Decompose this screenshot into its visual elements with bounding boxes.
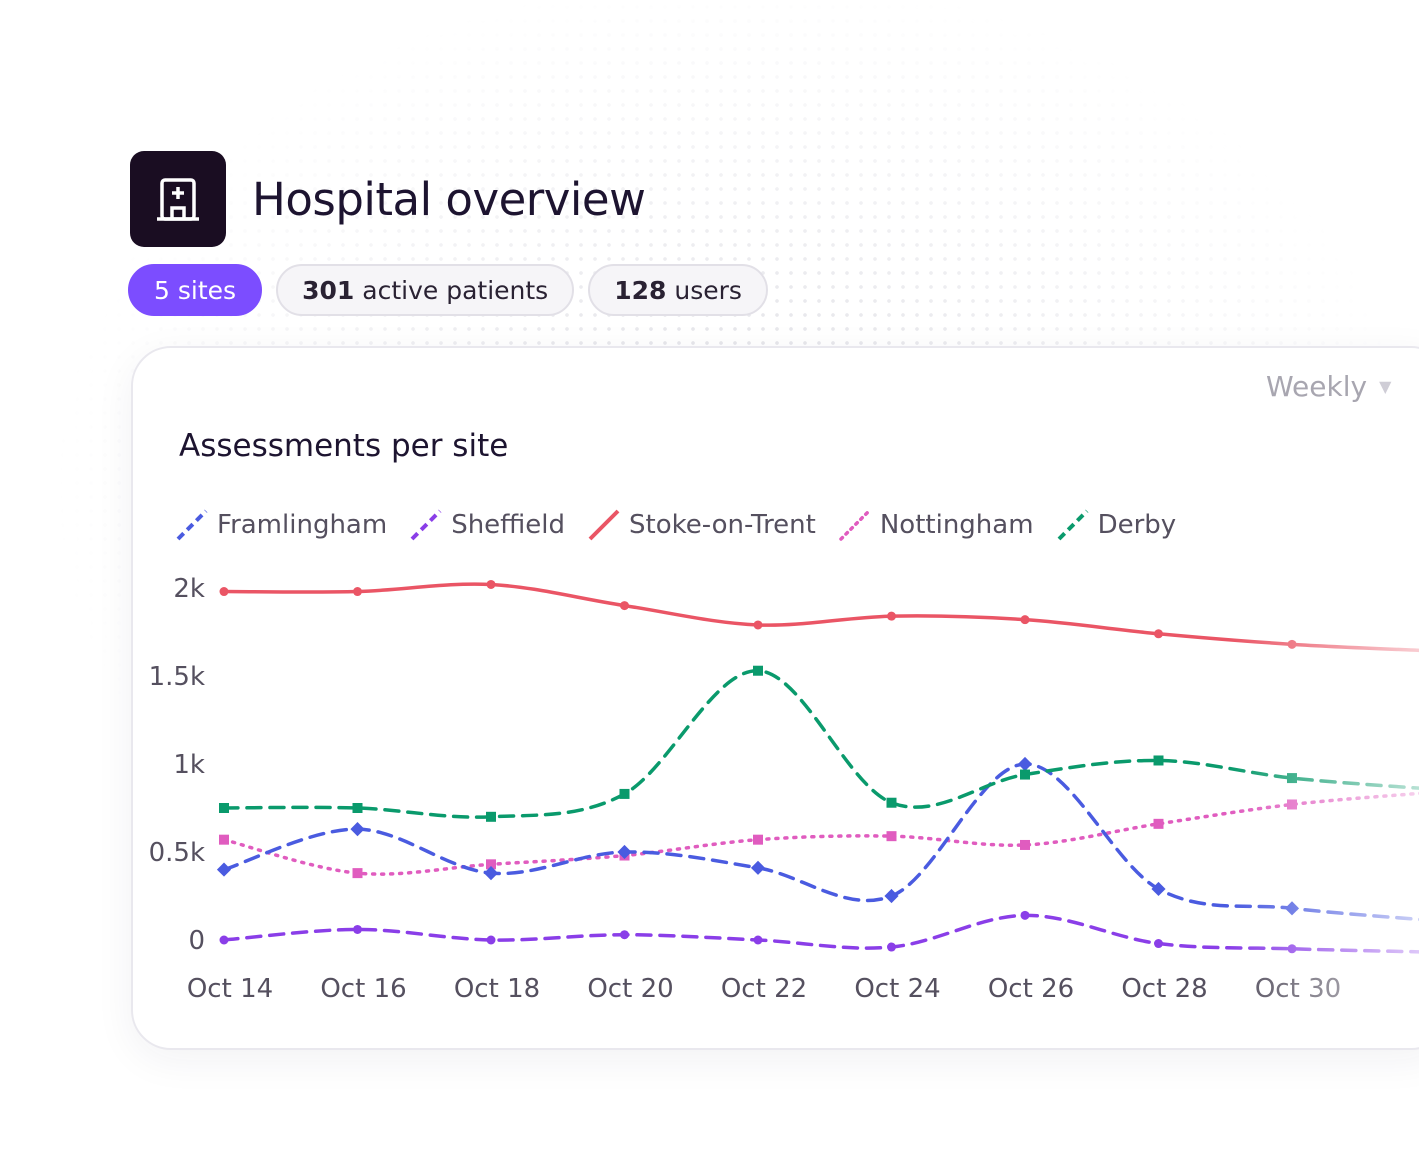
x-tick-label: Oct 20 [587, 974, 673, 1004]
data-point-sheffield[interactable] [353, 924, 362, 934]
x-tick-label: Oct 26 [988, 974, 1074, 1004]
legend-swatch-framlingham [176, 509, 208, 541]
data-point-stoke-on-trent[interactable] [620, 601, 629, 611]
y-tick-label: 2k [173, 574, 205, 604]
patients-count: 301 [302, 275, 355, 305]
legend-label: Nottingham [879, 510, 1034, 540]
chevron-down-icon: ▼ [1379, 377, 1392, 396]
data-point-derby[interactable] [753, 665, 763, 676]
data-point-derby[interactable] [886, 797, 897, 808]
chart-card [131, 346, 1419, 1050]
patients-label: active patients [362, 275, 549, 305]
data-point-nottingham[interactable] [886, 831, 897, 842]
series-layer [216, 579, 1419, 954]
legend-item-framlingham[interactable]: Framlingham [175, 508, 387, 542]
series-line-stoke-on-trent [222, 582, 1419, 653]
data-point-stoke-on-trent[interactable] [486, 579, 496, 589]
data-point-framlingham[interactable] [617, 844, 632, 860]
data-point-nottingham[interactable] [219, 834, 229, 845]
users-count: 128 [614, 275, 667, 305]
data-point-derby[interactable] [619, 788, 630, 799]
y-tick-label: 1.5k [149, 662, 205, 692]
data-point-sheffield[interactable] [620, 930, 629, 940]
x-tick-label: Oct 28 [1121, 974, 1207, 1004]
data-point-nottingham[interactable] [753, 834, 763, 845]
legend-label: Derby [1097, 510, 1177, 540]
y-axis: 2k 1.5k 1k 0.5k 0 [149, 574, 205, 956]
data-point-framlingham[interactable] [216, 862, 232, 877]
data-point-stoke-on-trent[interactable] [753, 620, 763, 630]
data-point-stoke-on-trent[interactable] [219, 587, 229, 597]
data-point-derby[interactable] [1153, 755, 1164, 766]
legend-item-derby[interactable]: Derby [1056, 508, 1177, 542]
data-point-framlingham[interactable] [1151, 881, 1166, 897]
data-point-derby[interactable] [486, 811, 496, 822]
y-tick-label: 0.5k [149, 838, 205, 868]
sites-pill[interactable]: 5 sites [128, 264, 263, 316]
legend-label: Stoke-on-Trent [629, 510, 816, 540]
x-tick-label: Oct 16 [320, 974, 406, 1004]
data-point-sheffield[interactable] [1020, 910, 1030, 920]
data-point-sheffield[interactable] [753, 935, 763, 945]
right-fade-overlay [1230, 560, 1419, 1030]
x-tick-label: Oct 14 [187, 974, 273, 1004]
series-line-sheffield [222, 913, 1419, 954]
data-point-sheffield[interactable] [486, 935, 496, 945]
data-point-stoke-on-trent[interactable] [1154, 629, 1163, 639]
legend-swatch-nottingham [839, 509, 871, 541]
sites-count: 5 [154, 275, 170, 305]
data-point-derby[interactable] [219, 803, 229, 813]
users-label: users [674, 275, 742, 305]
data-point-nottingham[interactable] [1153, 818, 1164, 829]
sites-label: sites [177, 275, 237, 305]
users-pill[interactable]: 128 users [588, 264, 768, 316]
data-point-sheffield[interactable] [219, 935, 229, 945]
legend-swatch-stoke-on-trent [588, 509, 620, 541]
data-point-framlingham[interactable] [884, 888, 899, 904]
series-line-nottingham [222, 791, 1419, 876]
data-point-derby[interactable] [1020, 769, 1030, 780]
data-point-stoke-on-trent[interactable] [353, 587, 362, 597]
legend-item-sheffield[interactable]: Sheffield [409, 508, 565, 542]
x-tick-label: Oct 24 [854, 974, 940, 1004]
page-header: Hospital overview [130, 151, 646, 247]
data-point-framlingham[interactable] [483, 866, 499, 881]
data-point-nottingham[interactable] [486, 859, 496, 870]
x-axis: Oct 14 Oct 16 Oct 18 Oct 20 Oct 22 Oct 24 Oct … [187, 974, 1341, 1004]
hospital-icon [130, 151, 226, 247]
period-value: Weekly [1266, 370, 1368, 403]
chart-legend: Framlingham Sheffield Stoke-on-Trent Not… [175, 508, 1198, 542]
data-point-nottingham[interactable] [1020, 839, 1030, 850]
data-point-framlingham[interactable] [750, 860, 766, 875]
chart-title: Assessments per site [179, 428, 509, 464]
data-point-stoke-on-trent[interactable] [887, 611, 896, 621]
summary-pills: 5 sites 301 active patients 128 users [128, 264, 782, 316]
patients-pill[interactable]: 301 active patients [276, 264, 575, 316]
y-tick-label: 0 [188, 926, 205, 956]
x-tick-label: Oct 18 [454, 974, 540, 1004]
y-tick-label: 1k [173, 750, 205, 780]
legend-item-nottingham[interactable]: Nottingham [838, 508, 1034, 542]
data-point-nottingham[interactable] [352, 868, 363, 879]
data-point-stoke-on-trent[interactable] [1020, 615, 1030, 625]
data-point-sheffield[interactable] [887, 942, 896, 952]
series-line-derby [222, 668, 1419, 819]
x-tick-label: Oct 22 [721, 974, 807, 1004]
legend-label: Sheffield [451, 510, 566, 540]
data-point-derby[interactable] [352, 803, 363, 813]
legend-item-stoke-on-trent[interactable]: Stoke-on-Trent [587, 508, 816, 542]
legend-swatch-sheffield [410, 509, 442, 541]
legend-label: Framlingham [217, 510, 388, 540]
legend-swatch-derby [1057, 509, 1088, 541]
page-title: Hospital overview [252, 172, 646, 226]
series-line-framlingham [222, 762, 1419, 922]
period-dropdown[interactable]: Weekly ▼ [1266, 370, 1391, 403]
data-point-framlingham[interactable] [350, 822, 365, 837]
data-point-framlingham[interactable] [1017, 756, 1033, 772]
data-point-sheffield[interactable] [1154, 939, 1163, 949]
